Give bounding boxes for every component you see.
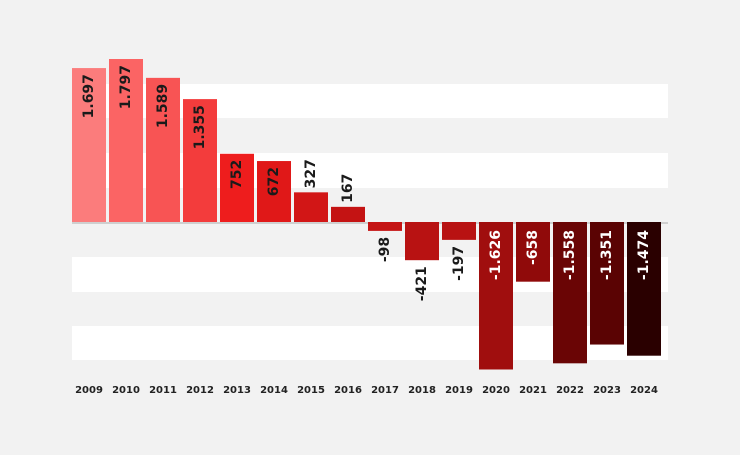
data-label-2009: 1.697 [81,74,97,118]
bar-2021 [516,222,550,282]
bar-2009 [72,68,106,222]
data-label-2022: -1.558 [562,230,578,280]
x-tick-2021: 2021 [519,385,547,396]
x-tick-2024: 2024 [630,385,658,396]
bar-2012 [183,99,217,222]
data-label-2010: 1.797 [118,65,134,109]
data-label-2018: -421 [414,266,430,301]
data-label-2014: 672 [266,167,282,196]
bar-2017 [368,222,402,231]
bar-2019 [442,222,476,240]
x-tick-2018: 2018 [408,385,436,396]
x-tick-2011: 2011 [149,385,177,396]
bar-2015 [294,192,328,222]
x-tick-2012: 2012 [186,385,214,396]
data-labels: 1.697 1.797 1.589 1.355 752 672 327 167 -98 -421 -… [81,65,652,301]
bar-2013 [220,153,254,222]
x-tick-2015: 2015 [297,385,325,396]
data-label-2012: 1.355 [192,105,208,149]
x-tick-2014: 2014 [260,385,288,396]
data-label-2016: 167 [340,174,356,203]
x-tick-2009: 2009 [75,385,103,396]
bars [72,59,661,370]
bar-2022 [553,222,587,364]
x-tick-2022: 2022 [556,385,584,396]
data-label-2023: -1.351 [599,230,615,280]
data-label-2024: -1.474 [636,230,652,280]
x-tick-2016: 2016 [334,385,362,396]
x-tick-2010: 2010 [112,385,140,396]
x-tick-labels: 2009 2010 2011 2012 2013 2014 2015 2016 2017 2018… [75,385,658,396]
data-label-2021: -658 [525,230,541,265]
bar-2023 [590,222,624,345]
bar-2014 [257,161,291,222]
data-label-2017: -98 [377,237,393,262]
x-tick-2013: 2013 [223,385,251,396]
data-label-2015: 327 [303,159,319,188]
data-label-2020: -1.626 [488,230,504,280]
bar-2016 [331,206,365,222]
bar-2024 [627,222,661,356]
data-label-2011: 1.589 [155,84,171,128]
bar-2020 [479,222,513,370]
data-label-2013: 752 [229,160,245,189]
x-tick-2023: 2023 [593,385,621,396]
x-tick-2017: 2017 [371,385,399,396]
x-tick-2019: 2019 [445,385,473,396]
bar-2018 [405,222,439,261]
bar-2011 [146,77,180,222]
data-label-2019: -197 [451,246,467,281]
x-tick-2020: 2020 [482,385,510,396]
bar-2010 [109,59,143,222]
